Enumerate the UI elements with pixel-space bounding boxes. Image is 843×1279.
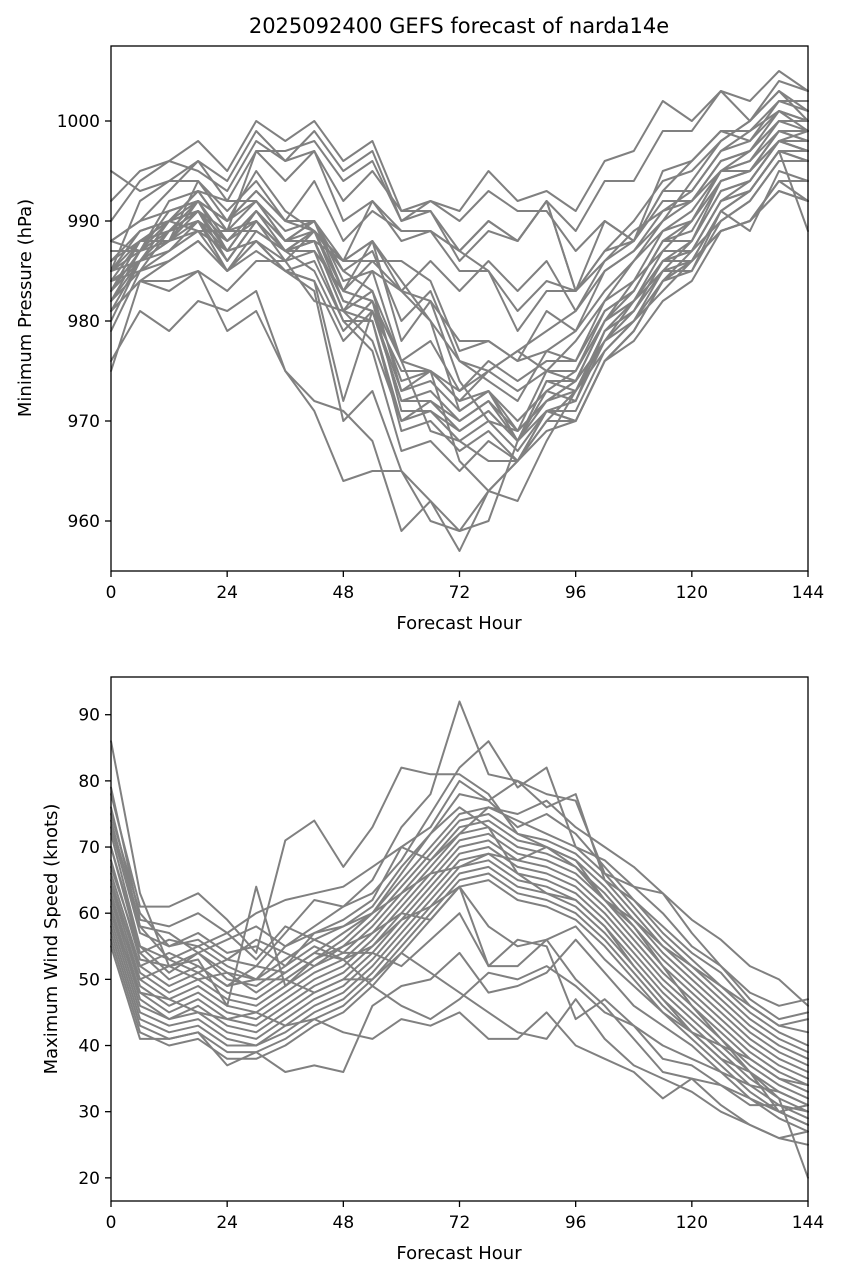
pressure-member-line-5 xyxy=(110,90,809,292)
wind-member-line-27 xyxy=(110,786,809,1007)
wind-member-line-16 xyxy=(110,865,809,1113)
pressure-y-axis-ticks: 960 970 980 990 1000 xyxy=(57,112,111,532)
wind-member-line-4 xyxy=(110,740,809,1021)
wind-y-tick-label: 40 xyxy=(78,1037,100,1057)
pressure-series-lines xyxy=(110,70,809,552)
pressure-x-tick-label: 144 xyxy=(792,583,824,603)
wind-member-line-19 xyxy=(110,938,809,1133)
pressure-x-tick-label: 120 xyxy=(676,583,708,603)
pressure-member-line-26 xyxy=(110,130,809,432)
pressure-x-axis-label: Forecast Hour xyxy=(396,613,522,634)
wind-x-tick-label: 0 xyxy=(106,1213,117,1233)
wind-y-tick-label: 50 xyxy=(78,970,100,990)
pressure-panel: 2025092400 GEFS forecast of narda14e 0 24… xyxy=(15,14,824,634)
wind-member-line-20 xyxy=(110,899,809,1140)
pressure-member-line-19 xyxy=(110,160,809,472)
pressure-x-tick-label: 96 xyxy=(565,583,587,603)
wind-y-tick-label: 70 xyxy=(78,838,100,858)
wind-x-tick-label: 24 xyxy=(216,1213,238,1233)
wind-member-line-9 xyxy=(110,819,809,1067)
pressure-x-axis-ticks: 0 24 48 72 96 120 144 xyxy=(106,571,824,603)
pressure-x-tick-label: 48 xyxy=(333,583,355,603)
wind-x-axis-ticks: 0 24 48 72 96 120 144 xyxy=(106,1201,824,1233)
pressure-y-tick-label: 990 xyxy=(68,212,100,232)
wind-member-line-14 xyxy=(110,852,809,1100)
wind-y-tick-label: 30 xyxy=(78,1103,100,1123)
pressure-member-line-29 xyxy=(110,110,809,292)
pressure-member-line-3 xyxy=(110,90,809,252)
wind-y-axis-ticks: 20 30 40 50 60 70 80 90 xyxy=(78,706,111,1189)
wind-y-axis-label: Maximum Wind Speed (knots) xyxy=(41,804,62,1075)
wind-member-line-11 xyxy=(110,832,809,1080)
wind-x-tick-label: 144 xyxy=(792,1213,824,1233)
pressure-y-tick-label: 970 xyxy=(68,412,100,432)
wind-y-tick-label: 60 xyxy=(78,904,100,924)
wind-y-tick-label: 80 xyxy=(78,772,100,792)
wind-y-tick-label: 90 xyxy=(78,706,100,726)
pressure-x-tick-label: 0 xyxy=(106,583,117,603)
wind-member-line-5 xyxy=(110,779,809,1027)
wind-panel: 0 24 48 72 96 120 144 20 30 40 50 60 70 80 90 Forecas… xyxy=(41,676,824,1264)
pressure-member-line-16 xyxy=(110,140,809,452)
wind-member-line-22 xyxy=(110,885,809,1113)
wind-member-line-1 xyxy=(110,740,809,1179)
pressure-member-line-28 xyxy=(110,120,809,362)
wind-x-tick-label: 120 xyxy=(676,1213,708,1233)
wind-series-lines xyxy=(110,700,809,1179)
pressure-member-line-30 xyxy=(110,150,809,402)
figure-title: 2025092400 GEFS forecast of narda14e xyxy=(249,14,669,38)
wind-x-tick-label: 72 xyxy=(449,1213,471,1233)
wind-member-line-13 xyxy=(110,846,809,1093)
pressure-member-line-31 xyxy=(110,160,809,442)
pressure-x-tick-label: 24 xyxy=(216,583,238,603)
pressure-member-line-2 xyxy=(110,70,809,212)
pressure-x-tick-label: 72 xyxy=(449,583,471,603)
pressure-y-tick-label: 980 xyxy=(68,312,100,332)
pressure-y-tick-label: 960 xyxy=(68,512,100,532)
wind-y-tick-label: 20 xyxy=(78,1169,100,1189)
wind-member-line-26 xyxy=(110,806,809,1034)
wind-x-tick-label: 48 xyxy=(333,1213,355,1233)
wind-member-line-6 xyxy=(110,793,809,1047)
wind-member-line-8 xyxy=(110,813,809,1060)
pressure-y-tick-label: 1000 xyxy=(57,112,100,132)
wind-x-axis-label: Forecast Hour xyxy=(396,1243,522,1264)
pressure-y-axis-label: Minimum Pressure (hPa) xyxy=(15,199,36,417)
wind-member-line-25 xyxy=(110,826,809,1087)
wind-x-tick-label: 96 xyxy=(565,1213,587,1233)
